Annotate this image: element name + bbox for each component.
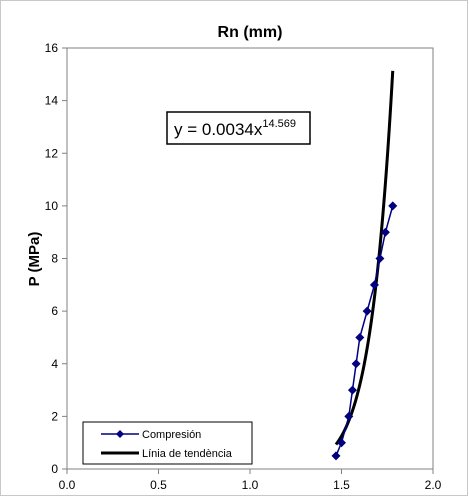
legend-marker-compresion bbox=[116, 430, 124, 438]
x-axis-ticks: 0.0 0.5 1.0 1.5 2.0 bbox=[59, 469, 442, 492]
equation-exponent: 14.569 bbox=[262, 118, 296, 130]
equation-box bbox=[166, 111, 311, 145]
data-point-compresion bbox=[362, 306, 372, 316]
x-tick-label: 0.0 bbox=[59, 478, 76, 492]
legend-box bbox=[82, 421, 253, 465]
chart-title: Rn (mm) bbox=[218, 24, 283, 41]
y-tick-label: 14 bbox=[45, 94, 59, 108]
x-tick-label: 1.0 bbox=[242, 478, 259, 492]
data-point-compresion bbox=[380, 227, 390, 237]
y-tick-label: 12 bbox=[45, 146, 59, 160]
y-tick-label: 10 bbox=[45, 199, 59, 213]
y-tick-label: 8 bbox=[51, 252, 58, 266]
y-tick-label: 2 bbox=[51, 409, 58, 423]
data-point-compresion bbox=[344, 411, 354, 421]
x-tick-label: 0.5 bbox=[150, 478, 167, 492]
data-point-compresion bbox=[369, 280, 379, 290]
x-tick-label: 2.0 bbox=[425, 478, 442, 492]
data-point-compresion bbox=[347, 385, 357, 395]
y-tick-label: 0 bbox=[51, 462, 58, 476]
data-point-compresion bbox=[351, 359, 361, 369]
data-point-compresion bbox=[355, 332, 365, 342]
series-layer bbox=[331, 201, 398, 461]
y-axis-label: P (MPa) bbox=[26, 232, 43, 287]
data-point-compresion bbox=[375, 254, 385, 263]
equation-prefix: y = 0.0034x bbox=[174, 120, 263, 139]
data-point-compresion bbox=[388, 201, 398, 211]
legend-label-trend: Línia de tendència bbox=[142, 448, 233, 460]
legend: Compresión Línia de tendència bbox=[82, 421, 253, 465]
y-axis-ticks: 0 2 4 6 8 10 12 14 16 bbox=[45, 41, 67, 476]
y-tick-label: 4 bbox=[51, 357, 58, 371]
equation-annotation: y = 0.0034x14.569 bbox=[166, 111, 311, 145]
data-point-compresion bbox=[337, 438, 346, 448]
data-point-compresion bbox=[331, 451, 341, 461]
y-tick-label: 6 bbox=[51, 304, 58, 318]
x-tick-label: 1.5 bbox=[333, 478, 350, 492]
legend-label-compresion: Compresión bbox=[142, 429, 201, 441]
equation-text: y = 0.0034x14.569 bbox=[174, 118, 296, 139]
y-tick-label: 16 bbox=[45, 41, 59, 55]
